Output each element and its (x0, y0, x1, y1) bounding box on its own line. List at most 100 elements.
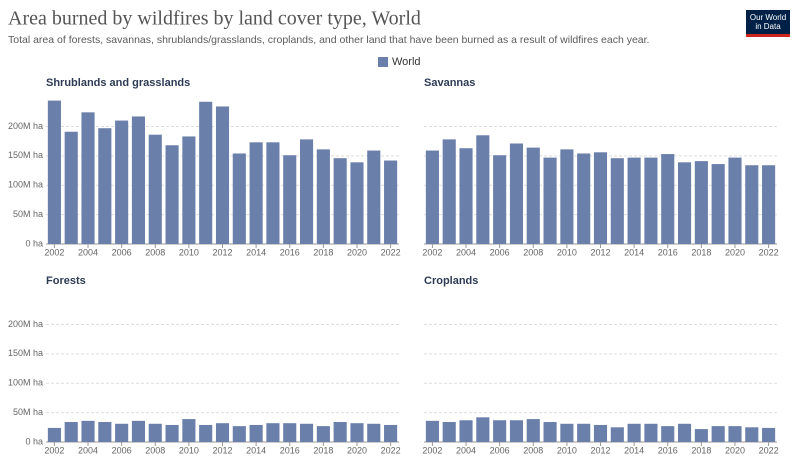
bar (333, 158, 347, 244)
bar (115, 423, 129, 442)
bar (283, 423, 297, 442)
bar (509, 143, 524, 244)
bar (728, 157, 742, 244)
y-tick-label: 50M ha (13, 407, 43, 417)
x-tick-label: 2010 (557, 445, 577, 455)
bar (98, 128, 112, 244)
bar (526, 419, 540, 442)
x-tick-label: 2018 (313, 247, 333, 257)
bar (165, 424, 179, 442)
x-tick-label: 2008 (523, 247, 543, 257)
bar (644, 423, 658, 442)
x-tick-label: 2014 (246, 247, 266, 257)
bar (148, 134, 162, 244)
x-tick-label: 2002 (422, 247, 442, 257)
x-tick-label: 2018 (313, 445, 333, 455)
x-tick-label: 2014 (624, 247, 644, 257)
bar (493, 155, 507, 244)
bar (425, 150, 439, 244)
bar (543, 422, 557, 442)
x-tick-label: 2006 (490, 445, 510, 455)
y-tick-label: 0 ha (25, 436, 43, 446)
bar (560, 423, 574, 442)
x-tick-label: 2022 (381, 247, 401, 257)
x-tick-label: 2012 (212, 247, 232, 257)
bar (711, 164, 725, 244)
x-tick-label: 2016 (658, 445, 678, 455)
bar (81, 112, 95, 244)
x-tick-label: 2004 (456, 445, 476, 455)
x-tick-label: 2008 (145, 445, 165, 455)
bar (442, 139, 456, 244)
x-tick-label: 2020 (347, 445, 367, 455)
y-tick-label: 150M ha (8, 348, 43, 358)
bar (64, 422, 78, 442)
x-tick-label: 2014 (246, 445, 266, 455)
bar (762, 165, 776, 244)
bar (350, 423, 364, 442)
bar (165, 145, 179, 244)
bar (64, 131, 78, 244)
x-tick-label: 2020 (725, 445, 745, 455)
bar (182, 136, 196, 244)
x-tick-label: 2016 (280, 445, 300, 455)
bar (199, 101, 213, 244)
bar (131, 116, 146, 244)
x-tick-label: 2012 (212, 445, 232, 455)
x-tick-label: 2010 (179, 247, 199, 257)
bar (266, 142, 280, 244)
y-tick-label: 200M ha (8, 121, 43, 131)
x-tick-label: 2016 (658, 247, 678, 257)
bar (493, 420, 507, 442)
bar (367, 423, 381, 442)
page-title: Area burned by wildfires by land cover t… (8, 8, 421, 30)
bar (577, 153, 591, 244)
bar (384, 424, 398, 442)
y-tick-label: 150M ha (8, 150, 43, 160)
bar (543, 157, 557, 244)
legend-swatch (378, 57, 388, 67)
bar (115, 120, 129, 244)
x-tick-label: 2018 (691, 445, 711, 455)
x-tick-label: 2020 (725, 247, 745, 257)
bar (745, 427, 759, 442)
y-tick-label: 0 ha (25, 238, 43, 248)
bar (526, 147, 540, 244)
x-tick-label: 2002 (44, 247, 64, 257)
x-tick-label: 2020 (347, 247, 367, 257)
bar (47, 100, 61, 244)
x-tick-label: 2012 (590, 445, 610, 455)
logo-bar (746, 34, 790, 37)
bar (131, 420, 146, 442)
bar (232, 426, 246, 442)
x-tick-label: 2004 (78, 445, 98, 455)
bar (560, 149, 574, 244)
panel-title: Savannas (424, 77, 475, 89)
x-tick-label: 2008 (145, 247, 165, 257)
x-tick-label: 2006 (490, 247, 510, 257)
bar (459, 148, 473, 244)
bar (627, 423, 641, 442)
x-tick-label: 2022 (759, 445, 779, 455)
bar (47, 427, 61, 442)
x-tick-label: 2016 (280, 247, 300, 257)
bar (577, 423, 591, 442)
bar (316, 149, 330, 244)
panel-title: Forests (46, 275, 86, 287)
bar (367, 150, 381, 244)
x-tick-label: 2008 (523, 445, 543, 455)
bar (283, 155, 297, 244)
y-tick-label: 100M ha (8, 180, 43, 190)
bar (182, 419, 196, 442)
bar (610, 427, 624, 442)
logo-text: Our World (750, 13, 786, 22)
bar (81, 420, 95, 442)
bar (199, 424, 213, 442)
logo: Our World in Data (746, 10, 790, 37)
x-tick-label: 2004 (78, 247, 98, 257)
legend-label: World (392, 56, 421, 68)
bar (425, 420, 439, 442)
x-tick-label: 2018 (691, 247, 711, 257)
bar (593, 152, 608, 244)
